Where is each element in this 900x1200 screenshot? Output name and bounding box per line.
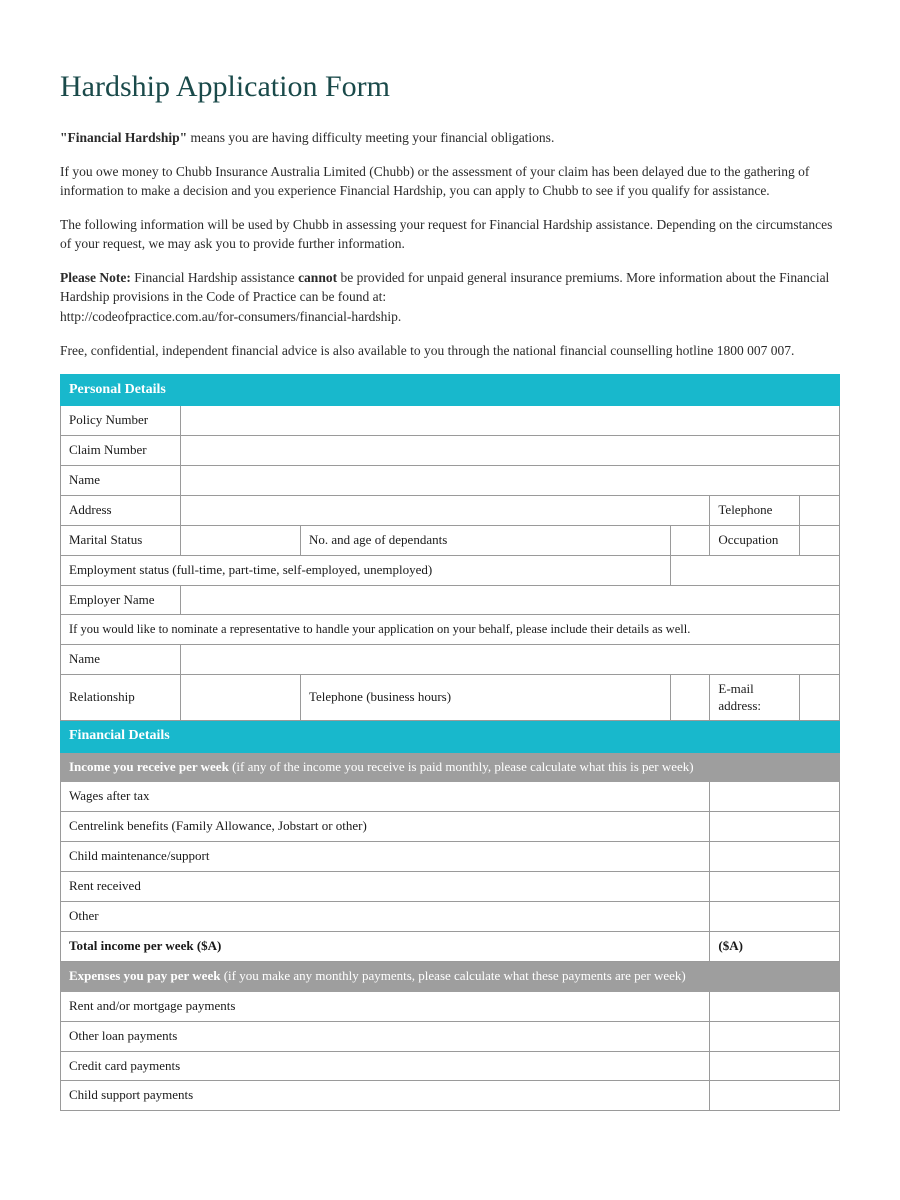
input-employer-name[interactable]: [181, 585, 840, 615]
input-child-maintenance[interactable]: [710, 842, 840, 872]
label-wages: Wages after tax: [61, 782, 710, 812]
intro-p4-lead: Please Note:: [60, 270, 131, 285]
label-credit-card: Credit card payments: [61, 1051, 710, 1081]
label-tel-business: Telephone (business hours): [301, 674, 671, 721]
label-rep-name: Name: [61, 644, 181, 674]
input-rep-name[interactable]: [181, 644, 840, 674]
label-rent-received: Rent received: [61, 872, 710, 902]
label-name: Name: [61, 466, 181, 496]
subhead-income-rest: (if any of the income you receive is pai…: [229, 759, 694, 774]
label-employer-name: Employer Name: [61, 585, 181, 615]
subhead-expenses-lead: Expenses you pay per week: [69, 968, 220, 983]
label-telephone: Telephone: [710, 495, 800, 525]
intro-p4-mid1: Financial Hardship assistance: [131, 270, 298, 285]
subhead-income: Income you receive per week (if any of t…: [61, 752, 840, 782]
label-occupation: Occupation: [710, 525, 800, 555]
label-other-income: Other: [61, 902, 710, 932]
label-claim-number: Claim Number: [61, 436, 181, 466]
input-relationship[interactable]: [181, 674, 301, 721]
label-policy-number: Policy Number: [61, 406, 181, 436]
input-rent-mortgage[interactable]: [710, 991, 840, 1021]
page-title: Hardship Application Form: [60, 70, 840, 104]
label-relationship: Relationship: [61, 674, 181, 721]
subhead-expenses: Expenses you pay per week (if you make a…: [61, 961, 840, 991]
form-table: Personal Details Policy Number Claim Num…: [60, 374, 840, 1111]
input-tel-business[interactable]: [670, 674, 710, 721]
input-name[interactable]: [181, 466, 840, 496]
intro-p2: If you owe money to Chubb Insurance Aust…: [60, 162, 840, 201]
intro-p5: Free, confidential, independent financia…: [60, 341, 840, 361]
representative-note: If you would like to nominate a represen…: [61, 615, 840, 644]
label-other-loan: Other loan payments: [61, 1021, 710, 1051]
input-telephone[interactable]: [800, 495, 840, 525]
input-employment-status[interactable]: [670, 555, 839, 585]
input-address[interactable]: [181, 495, 710, 525]
label-total-income: Total income per week ($A): [61, 931, 710, 961]
input-dependants[interactable]: [670, 525, 710, 555]
label-marital-status: Marital Status: [61, 525, 181, 555]
label-dependants: No. and age of dependants: [301, 525, 671, 555]
input-policy-number[interactable]: [181, 406, 840, 436]
input-occupation[interactable]: [800, 525, 840, 555]
intro-p3: The following information will be used b…: [60, 215, 840, 254]
input-other-loan[interactable]: [710, 1021, 840, 1051]
form-page: Hardship Application Form "Financial Har…: [0, 0, 900, 1200]
section-financial-details: Financial Details: [61, 721, 840, 752]
subhead-income-lead: Income you receive per week: [69, 759, 229, 774]
value-total-income: ($A): [710, 931, 840, 961]
input-credit-card[interactable]: [710, 1051, 840, 1081]
input-marital-status[interactable]: [181, 525, 301, 555]
intro-p4-cannot: cannot: [298, 270, 337, 285]
input-wages[interactable]: [710, 782, 840, 812]
intro-text: "Financial Hardship" means you are havin…: [60, 128, 840, 360]
label-child-support: Child support payments: [61, 1081, 710, 1111]
intro-p4: Please Note: Financial Hardship assistan…: [60, 268, 840, 327]
input-centrelink[interactable]: [710, 812, 840, 842]
label-email: E-mail address:: [710, 674, 800, 721]
intro-p1: "Financial Hardship" means you are havin…: [60, 128, 840, 148]
label-centrelink: Centrelink benefits (Family Allowance, J…: [61, 812, 710, 842]
label-employment-status: Employment status (full-time, part-time,…: [61, 555, 671, 585]
label-rent-mortgage: Rent and/or mortgage payments: [61, 991, 710, 1021]
section-personal-details: Personal Details: [61, 375, 840, 406]
input-rent-received[interactable]: [710, 872, 840, 902]
subhead-expenses-rest: (if you make any monthly payments, pleas…: [220, 968, 685, 983]
input-child-support[interactable]: [710, 1081, 840, 1111]
intro-p1-lead: "Financial Hardship": [60, 130, 187, 145]
intro-p1-rest: means you are having difficulty meeting …: [187, 130, 554, 145]
input-other-income[interactable]: [710, 902, 840, 932]
intro-p4-url: http://codeofpractice.com.au/for-consume…: [60, 309, 401, 324]
label-address: Address: [61, 495, 181, 525]
label-child-maintenance: Child maintenance/support: [61, 842, 710, 872]
input-claim-number[interactable]: [181, 436, 840, 466]
input-email[interactable]: [800, 674, 840, 721]
